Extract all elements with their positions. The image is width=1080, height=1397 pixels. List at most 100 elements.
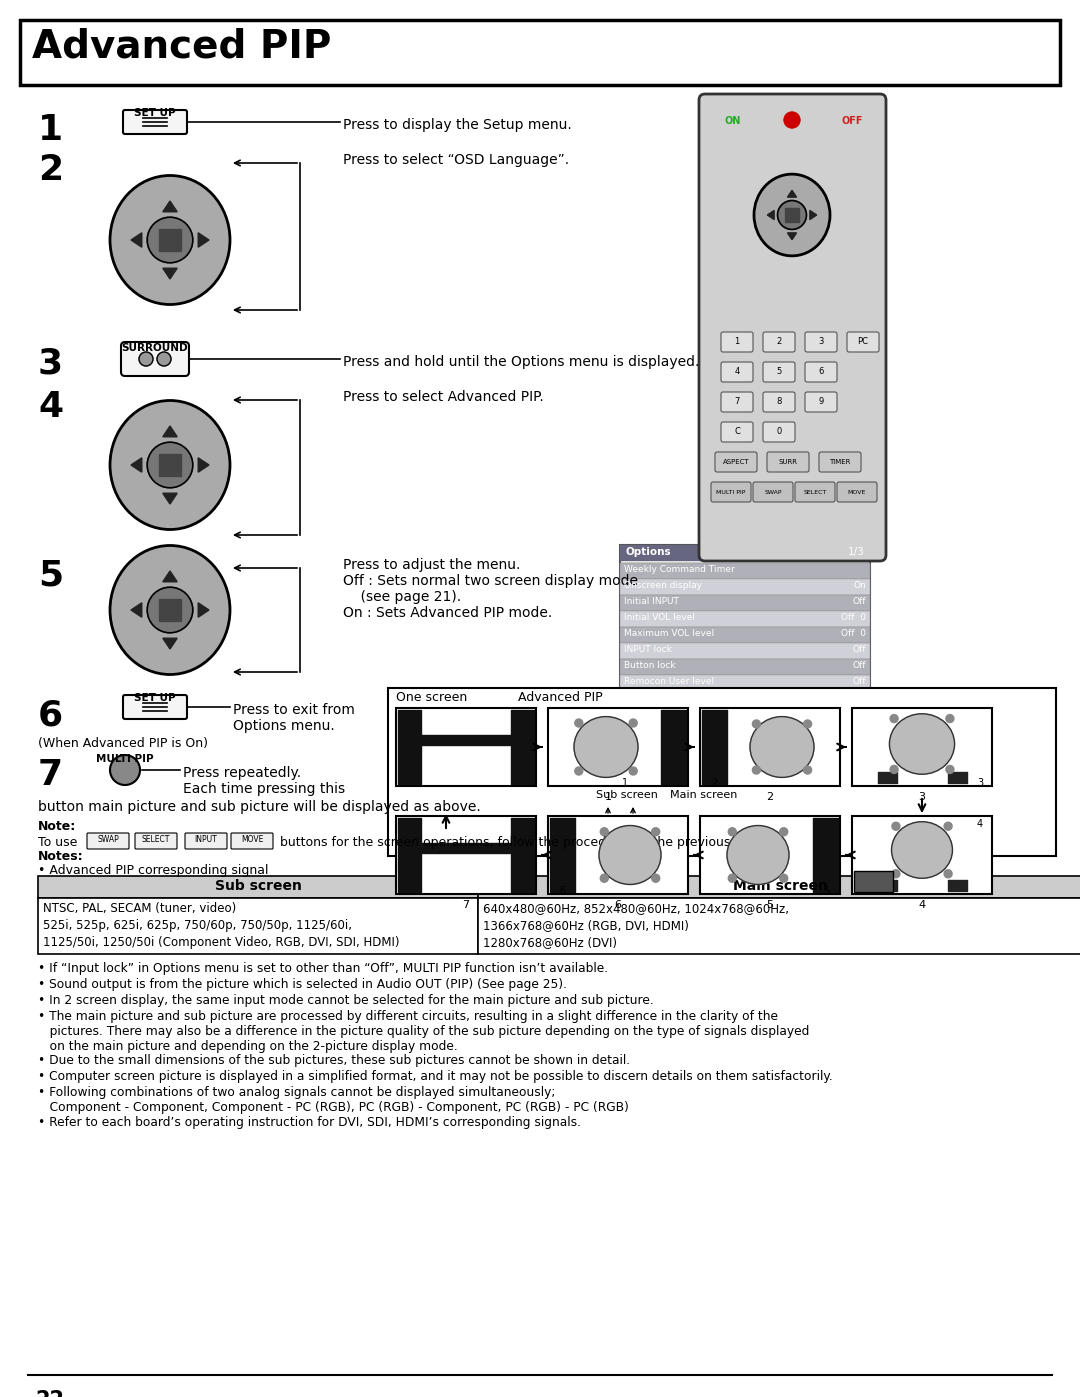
- Text: Press to display the Setup menu.: Press to display the Setup menu.: [343, 117, 571, 131]
- FancyBboxPatch shape: [795, 482, 835, 502]
- Text: ON: ON: [725, 116, 741, 126]
- FancyBboxPatch shape: [711, 482, 751, 502]
- Text: Each time pressing this: Each time pressing this: [183, 782, 346, 796]
- Polygon shape: [131, 233, 141, 247]
- FancyBboxPatch shape: [620, 675, 870, 692]
- Text: Note:: Note:: [38, 820, 77, 833]
- Circle shape: [728, 875, 737, 883]
- Text: SELECT: SELECT: [804, 489, 826, 495]
- Circle shape: [890, 766, 899, 774]
- FancyBboxPatch shape: [38, 876, 478, 898]
- Text: C: C: [734, 427, 740, 436]
- Text: Button lock: Button lock: [624, 661, 676, 671]
- Text: INPUT: INPUT: [194, 835, 217, 845]
- Text: 6: 6: [559, 886, 565, 895]
- Circle shape: [157, 352, 171, 366]
- Text: INPUT lock: INPUT lock: [624, 645, 672, 654]
- Text: Off  0: Off 0: [841, 613, 866, 622]
- Text: MOVE: MOVE: [848, 489, 866, 495]
- Text: Remocon User level: Remocon User level: [624, 678, 714, 686]
- Polygon shape: [163, 638, 177, 650]
- Text: On: On: [853, 581, 866, 590]
- FancyBboxPatch shape: [478, 898, 1080, 954]
- FancyBboxPatch shape: [159, 229, 180, 251]
- Text: Off: Off: [852, 661, 866, 671]
- Text: • The main picture and sub picture are processed by different circuits, resultin: • The main picture and sub picture are p…: [38, 1010, 809, 1053]
- Text: 22: 22: [35, 1390, 64, 1397]
- Text: 7: 7: [38, 759, 63, 792]
- Circle shape: [147, 217, 193, 263]
- Text: 1/3: 1/3: [848, 548, 865, 557]
- Text: On : Sets Advanced PIP mode.: On : Sets Advanced PIP mode.: [343, 606, 552, 620]
- FancyBboxPatch shape: [837, 482, 877, 502]
- Text: Initial INPUT: Initial INPUT: [624, 597, 679, 606]
- Text: 2: 2: [777, 338, 782, 346]
- FancyBboxPatch shape: [767, 453, 809, 472]
- Text: Press to exit from: Press to exit from: [233, 703, 355, 717]
- Text: • Sound output is from the picture which is selected in Audio OUT (PIP) (See pag: • Sound output is from the picture which…: [38, 978, 567, 990]
- Circle shape: [944, 870, 953, 877]
- Text: 6: 6: [615, 900, 621, 909]
- FancyBboxPatch shape: [123, 694, 187, 719]
- Circle shape: [780, 875, 787, 883]
- Circle shape: [946, 715, 954, 722]
- FancyBboxPatch shape: [700, 816, 840, 894]
- Circle shape: [651, 828, 660, 835]
- FancyBboxPatch shape: [805, 362, 837, 381]
- FancyBboxPatch shape: [762, 332, 795, 352]
- Polygon shape: [199, 602, 210, 617]
- FancyBboxPatch shape: [620, 578, 870, 595]
- FancyBboxPatch shape: [123, 110, 187, 134]
- FancyBboxPatch shape: [159, 599, 180, 620]
- Circle shape: [753, 766, 760, 774]
- Circle shape: [946, 766, 954, 774]
- Circle shape: [147, 587, 193, 633]
- FancyBboxPatch shape: [715, 453, 757, 472]
- Text: 2: 2: [38, 154, 63, 187]
- Text: Off: Off: [852, 645, 866, 654]
- Polygon shape: [163, 426, 177, 437]
- Text: Press to select Advanced PIP.: Press to select Advanced PIP.: [343, 390, 543, 404]
- Text: 9: 9: [819, 398, 824, 407]
- FancyBboxPatch shape: [819, 453, 861, 472]
- Text: To use: To use: [38, 835, 78, 849]
- Polygon shape: [767, 211, 774, 219]
- Text: Options: Options: [625, 548, 671, 557]
- Circle shape: [139, 352, 153, 366]
- Text: Weekly Command Timer: Weekly Command Timer: [624, 564, 734, 574]
- Text: • Computer screen picture is displayed in a simplified format, and it may not be: • Computer screen picture is displayed i…: [38, 1070, 833, 1083]
- Polygon shape: [199, 233, 210, 247]
- Text: 2: 2: [711, 778, 717, 788]
- Text: Off: Off: [852, 597, 866, 606]
- Circle shape: [110, 754, 140, 785]
- FancyBboxPatch shape: [21, 20, 1059, 85]
- Polygon shape: [787, 190, 797, 197]
- Circle shape: [892, 870, 900, 877]
- Text: SURR: SURR: [779, 460, 797, 465]
- FancyBboxPatch shape: [478, 876, 1080, 898]
- FancyBboxPatch shape: [396, 816, 536, 894]
- Text: Options menu.: Options menu.: [233, 719, 335, 733]
- Ellipse shape: [110, 176, 230, 305]
- Text: Press to select “OSD Language”.: Press to select “OSD Language”.: [343, 154, 569, 168]
- Text: • Advanced PIP corresponding signal: • Advanced PIP corresponding signal: [38, 863, 269, 877]
- FancyBboxPatch shape: [753, 482, 793, 502]
- Text: 8: 8: [777, 398, 782, 407]
- Text: PC: PC: [858, 338, 868, 346]
- Text: 4: 4: [38, 390, 63, 425]
- Text: SELECT: SELECT: [141, 835, 171, 845]
- Text: (see page 21).: (see page 21).: [343, 590, 461, 604]
- Text: MULTI PIP: MULTI PIP: [96, 754, 153, 764]
- Circle shape: [784, 112, 800, 129]
- FancyBboxPatch shape: [805, 332, 837, 352]
- Text: Press repeatedly.: Press repeatedly.: [183, 766, 301, 780]
- FancyBboxPatch shape: [852, 708, 993, 787]
- Circle shape: [804, 766, 811, 774]
- Text: 640x480@60Hz, 852x480@60Hz, 1024x768@60Hz,
1366x768@60Hz (RGB, DVI, HDMI)
1280x7: 640x480@60Hz, 852x480@60Hz, 1024x768@60H…: [483, 902, 789, 949]
- FancyBboxPatch shape: [87, 833, 129, 849]
- Text: SWAP: SWAP: [97, 835, 119, 845]
- FancyBboxPatch shape: [852, 816, 993, 894]
- FancyBboxPatch shape: [388, 687, 1056, 856]
- Text: Press and hold until the Options menu is displayed.: Press and hold until the Options menu is…: [343, 355, 700, 369]
- Ellipse shape: [599, 826, 661, 884]
